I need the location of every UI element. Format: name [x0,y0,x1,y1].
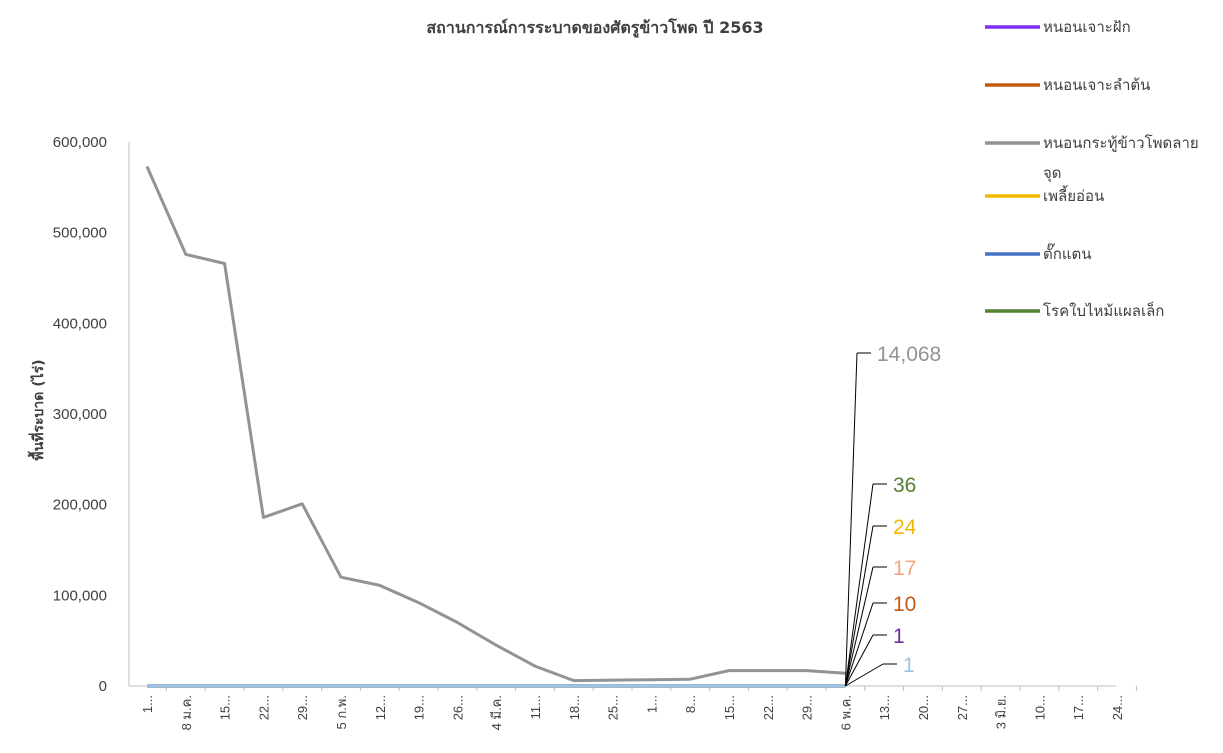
annotation-leader [844,566,874,687]
x-tick-label: 15... [722,695,737,720]
data-label: 10 [893,593,916,616]
annotation-leader [844,602,874,687]
legend-label: เพลี้ยอ่อน [1043,185,1104,205]
legend-label: หนอนกระทู้ข้าวโพดลาย [1043,134,1199,152]
x-tick-label: 17... [1071,695,1086,720]
annotation-leaders: 14,068 36 24 17 10 1 1 [844,343,941,687]
x-tick-label: 4 มี.ค. [489,695,504,730]
series-lines [145,165,846,688]
x-tick-label: 24... [1110,695,1125,720]
x-tick-label: 3 มิ.ย. [994,695,1009,729]
x-tick-label: 29... [800,695,815,720]
x-tick-label: 18... [567,695,582,720]
legend-label: ตั๊กแตน [1043,243,1092,263]
y-ticks: 0 100,000 200,000 300,000 400,000 500,000 600,… [53,134,107,695]
x-tick-label: 27... [955,695,970,720]
y-tick-label: 200,000 [53,497,107,514]
annotation-leader [844,525,874,687]
x-tick-label: 19... [412,695,427,720]
annotation-leader [844,634,874,687]
x-tick-label: 15... [218,695,233,720]
y-tick-label: 300,000 [53,406,107,423]
x-tick-label: 8 ม.ค. [179,695,194,730]
x-tick-label: 25... [606,695,621,720]
x-tick-label: 1... [140,695,155,713]
x-tick-label: 29... [295,695,310,720]
legend: หนอนเจาะฝักหนอนเจาะลำต้นหนอนกระทู้ข้าวโพ… [985,18,1199,320]
x-tick-label: 13... [877,695,892,720]
x-tick-label: 6 พ.ค. [838,695,853,730]
annotation-leader [844,352,858,687]
annotation-leader [845,663,884,687]
data-label: 1 [893,625,905,648]
legend-label-cont: จุด [1043,164,1062,183]
y-tick-label: 100,000 [53,587,107,604]
x-tick-label: 20... [916,695,931,720]
legend-label: หนอนเจาะลำต้น [1043,76,1150,94]
data-label: 36 [893,474,916,497]
y-tick-label: 0 [99,678,107,695]
x-tick-label: 10... [1032,695,1047,720]
x-tick-label: 8... [683,695,698,713]
x-tick-label: 22... [256,695,271,720]
x-tick-label: 26... [450,695,465,720]
y-tick-label: 600,000 [53,134,107,151]
legend-label: หนอนเจาะฝัก [1043,18,1131,36]
series-line-2 [145,165,846,683]
legend-label: โรคใบไหม้แผลเล็ก [1043,301,1164,320]
x-tick-label: 22... [761,695,776,720]
y-tick-label: 500,000 [53,225,107,242]
annotation-leader [844,483,874,687]
x-tick-label: 12... [373,695,388,720]
data-label: 17 [893,557,916,580]
data-label: 14,068 [877,343,941,366]
x-tick-label: 5 ก.พ. [334,695,349,730]
y-axis-label: พื้นที่ระบาด (ไร่) [27,359,47,460]
data-label: 24 [893,516,917,539]
x-tick-label: 11... [528,695,543,719]
chart-title: สถานการณ์การระบาดของศัตรูข้าวโพด ปี 2563 [426,17,763,39]
data-label: 1 [903,654,915,677]
x-tick-label: 1... [644,695,659,713]
y-tick-label: 400,000 [53,315,107,332]
x-ticks: 1... 8 ม.ค. 15... 22... 29... 5 ก.พ. 12... 19..… [140,686,1137,730]
